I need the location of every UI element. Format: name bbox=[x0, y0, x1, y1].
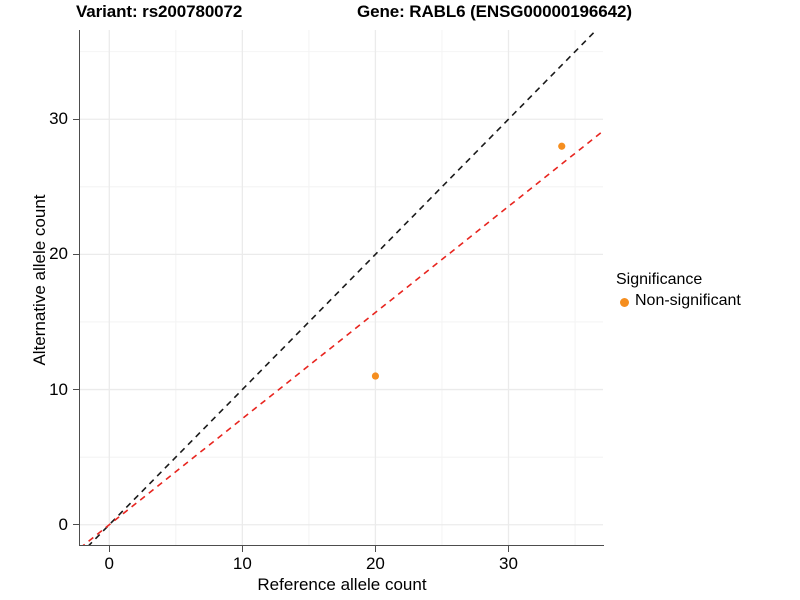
y-tick-mark bbox=[73, 253, 79, 256]
legend: Significance Non-significant bbox=[616, 270, 800, 312]
y-tick-label: 10 bbox=[49, 379, 68, 399]
y-tick-mark bbox=[73, 388, 79, 391]
x-axis-label: Reference allele count bbox=[257, 575, 427, 594]
x-tick-label: 10 bbox=[232, 554, 252, 573]
plot-title-gene: Gene: RABL6 (ENSG00000196642) bbox=[357, 2, 632, 21]
gridlines-major bbox=[80, 30, 603, 545]
data-points bbox=[371, 142, 566, 380]
legend-item[interactable]: Non-significant bbox=[616, 290, 800, 312]
y-axis-line bbox=[79, 30, 81, 546]
legend-item-label: Non-significant bbox=[635, 292, 741, 309]
legend-title: Significance bbox=[616, 271, 703, 288]
legend-items: Non-significant bbox=[616, 290, 800, 312]
reference-lines bbox=[82, 30, 603, 545]
x-axis-line bbox=[80, 545, 604, 547]
y-tick-mark bbox=[73, 118, 79, 120]
plot-canvas bbox=[80, 30, 603, 545]
y-tick-mark bbox=[73, 524, 79, 526]
data-point[interactable] bbox=[558, 142, 566, 150]
x-tick-mark bbox=[507, 546, 510, 552]
data-point[interactable] bbox=[371, 372, 380, 380]
identity-line bbox=[88, 30, 598, 545]
legend-key-point-icon bbox=[616, 293, 633, 310]
y-tick-label: 30 bbox=[49, 109, 68, 129]
x-tick-mark bbox=[241, 546, 244, 552]
legend-dot bbox=[620, 297, 629, 307]
plot-title-variant: Variant: rs200780072 bbox=[76, 2, 243, 21]
plot-title-row: Variant: rs200780072 Gene: RABL6 (ENSG00… bbox=[0, 2, 800, 28]
x-tick-mark bbox=[108, 546, 110, 552]
plot-panel bbox=[80, 30, 603, 545]
x-tick-mark bbox=[374, 546, 377, 552]
x-tick-label: 0 bbox=[104, 554, 114, 573]
y-tick-label: 20 bbox=[49, 244, 68, 264]
gridlines-minor bbox=[80, 30, 603, 545]
reference-line bbox=[82, 130, 603, 545]
x-tick-label: 30 bbox=[499, 554, 518, 573]
x-tick-label: 20 bbox=[365, 554, 385, 573]
y-axis-label: Alternative allele count bbox=[30, 194, 49, 366]
y-tick-label: 0 bbox=[58, 514, 68, 534]
